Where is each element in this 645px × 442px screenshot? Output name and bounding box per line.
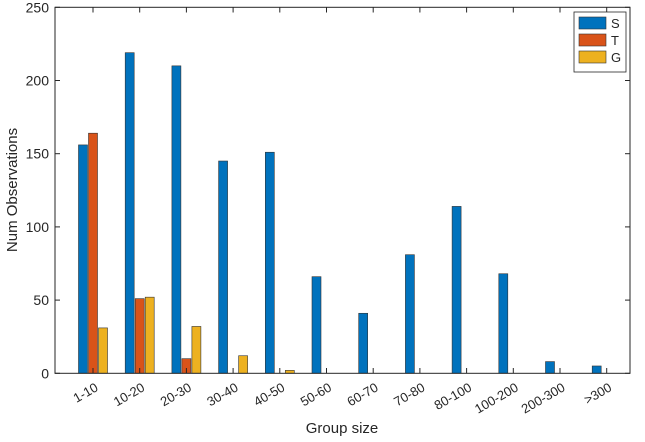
bar-S-30-40 <box>218 160 228 374</box>
bar-G-10-20 <box>144 296 155 374</box>
legend-swatch-T <box>578 33 607 47</box>
bar-G-20-30 <box>191 326 202 374</box>
bar-G-1-10 <box>98 327 108 374</box>
bar-T-1-10 <box>88 132 98 374</box>
bar-S-60-70 <box>358 312 369 374</box>
x-tick-label: 30-40 <box>204 380 240 410</box>
bar-S-80-100 <box>451 206 462 374</box>
bar-S->300 <box>591 365 602 374</box>
x-tick-label: 40-50 <box>251 380 287 410</box>
bar-S-10-20 <box>124 52 135 374</box>
x-tick-label: 80-100 <box>432 380 475 413</box>
y-tick-label: 150 <box>26 146 50 162</box>
axes-box <box>54 6 631 374</box>
legend: STG <box>573 11 627 73</box>
bar-G-30-40 <box>238 355 248 374</box>
x-axis-label: Group size <box>306 420 379 437</box>
bar-S-1-10 <box>78 144 88 374</box>
bar-S-50-60 <box>311 276 322 374</box>
y-tick-label: 0 <box>41 365 49 381</box>
x-tick-label: 60-70 <box>344 380 380 410</box>
y-axis-label: Num Observations <box>4 128 21 252</box>
x-tick-label: 10-20 <box>111 380 147 410</box>
x-tick-label: 1-10 <box>70 380 100 406</box>
x-tick-label: 50-60 <box>298 380 334 410</box>
legend-label-T: T <box>611 33 619 48</box>
y-tick-label: 250 <box>26 0 50 15</box>
bar-S-40-50 <box>264 151 275 374</box>
x-tick-label: 200-300 <box>519 380 568 417</box>
bar-S-100-200 <box>498 273 509 374</box>
bar-S-20-30 <box>171 65 182 374</box>
x-tick-label: 100-200 <box>472 380 521 417</box>
x-tick-label: 20-30 <box>158 380 194 410</box>
bar-T-10-20 <box>134 298 145 374</box>
legend-swatch-G <box>578 50 607 64</box>
legend-label-G: G <box>611 50 621 65</box>
x-tick-label: 70-80 <box>391 380 427 410</box>
y-tick-label: 200 <box>26 73 50 89</box>
x-tick-label: >300 <box>581 380 614 408</box>
legend-label-S: S <box>611 16 620 31</box>
legend-swatch-S <box>578 16 607 30</box>
y-tick-label: 100 <box>26 219 50 235</box>
bar-S-200-300 <box>545 361 555 374</box>
bar-S-70-80 <box>405 254 415 374</box>
y-tick-label: 50 <box>33 292 49 308</box>
